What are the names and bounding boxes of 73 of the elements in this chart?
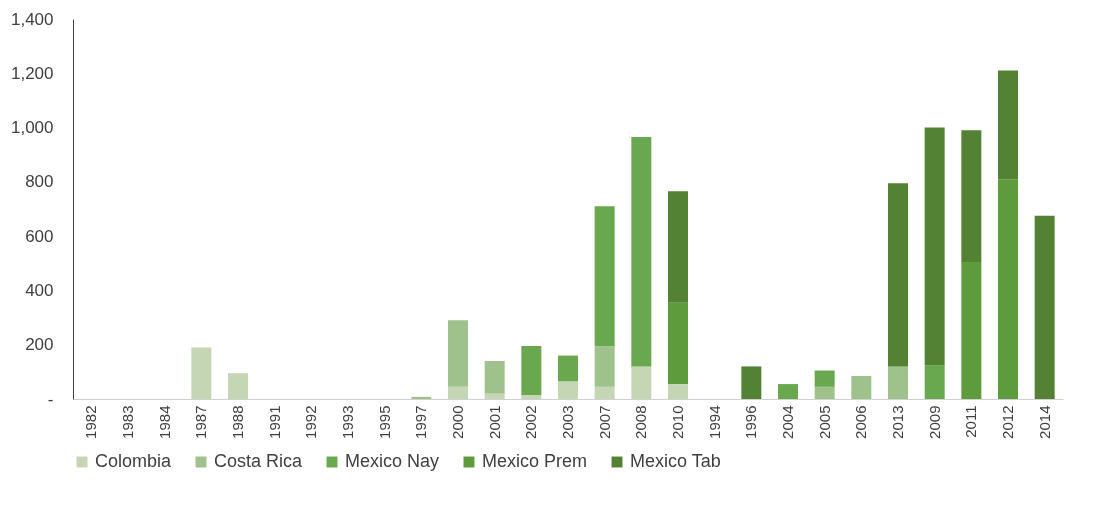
x-tick-label: 1995 xyxy=(375,405,393,439)
y-tick-label: 1,000 xyxy=(10,118,54,138)
x-tick-label: 2006 xyxy=(852,405,870,439)
bar xyxy=(448,386,468,399)
legend-label: Costa Rica xyxy=(214,451,304,471)
bar xyxy=(521,394,542,399)
x-tick-label: 2000 xyxy=(449,405,466,439)
x-tick-label: 2009 xyxy=(925,405,943,439)
legend-label: Colombia xyxy=(95,451,173,471)
bar xyxy=(594,386,615,399)
x-tick-label: 2002 xyxy=(522,405,540,439)
x-tick-label: 1992 xyxy=(302,405,320,439)
y-tick-label: 1,400 xyxy=(10,9,54,29)
bar xyxy=(631,137,652,367)
x-tick-label: 2010 xyxy=(669,405,686,439)
y-tick-label: 800 xyxy=(25,172,54,192)
y-tick-label: 200 xyxy=(25,335,54,355)
bar xyxy=(484,393,505,399)
bar xyxy=(814,386,835,399)
bar xyxy=(228,373,248,399)
bar xyxy=(448,320,468,387)
bar xyxy=(778,384,798,399)
x-tick-label: 2004 xyxy=(779,405,796,439)
x-tick-label: 2005 xyxy=(815,405,833,439)
y-tick-label: - xyxy=(47,389,54,409)
x-tick-label: 1984 xyxy=(155,405,173,439)
bar xyxy=(411,396,432,399)
bar xyxy=(741,366,762,399)
bar xyxy=(558,355,578,382)
x-tick-label: 2003 xyxy=(559,405,576,439)
x-tick-label: 2011 xyxy=(962,405,980,438)
bar xyxy=(998,70,1018,180)
bar xyxy=(1034,215,1055,399)
x-tick-label: 1987 xyxy=(192,405,210,439)
bar xyxy=(851,375,872,399)
bar xyxy=(668,384,688,399)
y-tick-label: 1,200 xyxy=(10,63,54,83)
legend-label: Mexico Prem xyxy=(482,451,588,471)
bar xyxy=(961,261,982,399)
x-tick-label: 1991 xyxy=(265,405,283,439)
x-tick-label: 1997 xyxy=(412,405,430,439)
bar xyxy=(558,381,578,399)
bar xyxy=(191,347,212,399)
bar xyxy=(594,206,615,347)
bar xyxy=(668,191,688,303)
bar xyxy=(924,127,945,366)
x-tick-label: 2007 xyxy=(595,405,613,439)
bar xyxy=(594,346,615,387)
x-tick-label: 1982 xyxy=(82,405,100,439)
x-tick-label: 1983 xyxy=(119,405,136,439)
bar xyxy=(484,361,505,394)
x-tick-label: 2013 xyxy=(889,405,906,439)
y-tick-label: 600 xyxy=(25,226,54,246)
x-tick-label: 2014 xyxy=(1035,405,1053,439)
bar xyxy=(888,366,908,399)
bar xyxy=(668,302,688,385)
x-tick-label: 2012 xyxy=(999,405,1016,439)
bar xyxy=(814,370,835,387)
x-tick-label: 1996 xyxy=(742,405,760,439)
x-tick-label: 1994 xyxy=(705,405,723,439)
bar xyxy=(521,346,542,395)
bar xyxy=(888,183,908,367)
x-tick-label: 1988 xyxy=(229,405,246,439)
bar xyxy=(998,179,1018,399)
x-tick-label: 1993 xyxy=(339,405,356,439)
bar xyxy=(631,366,652,399)
x-tick-label: 2001 xyxy=(485,405,503,439)
legend-label: Mexico Tab xyxy=(630,451,721,471)
x-tick-label: 2008 xyxy=(632,405,650,439)
legend-label: Mexico Nay xyxy=(345,451,440,471)
bar xyxy=(961,130,982,262)
y-tick-label: 400 xyxy=(25,280,54,300)
bar xyxy=(924,365,945,399)
